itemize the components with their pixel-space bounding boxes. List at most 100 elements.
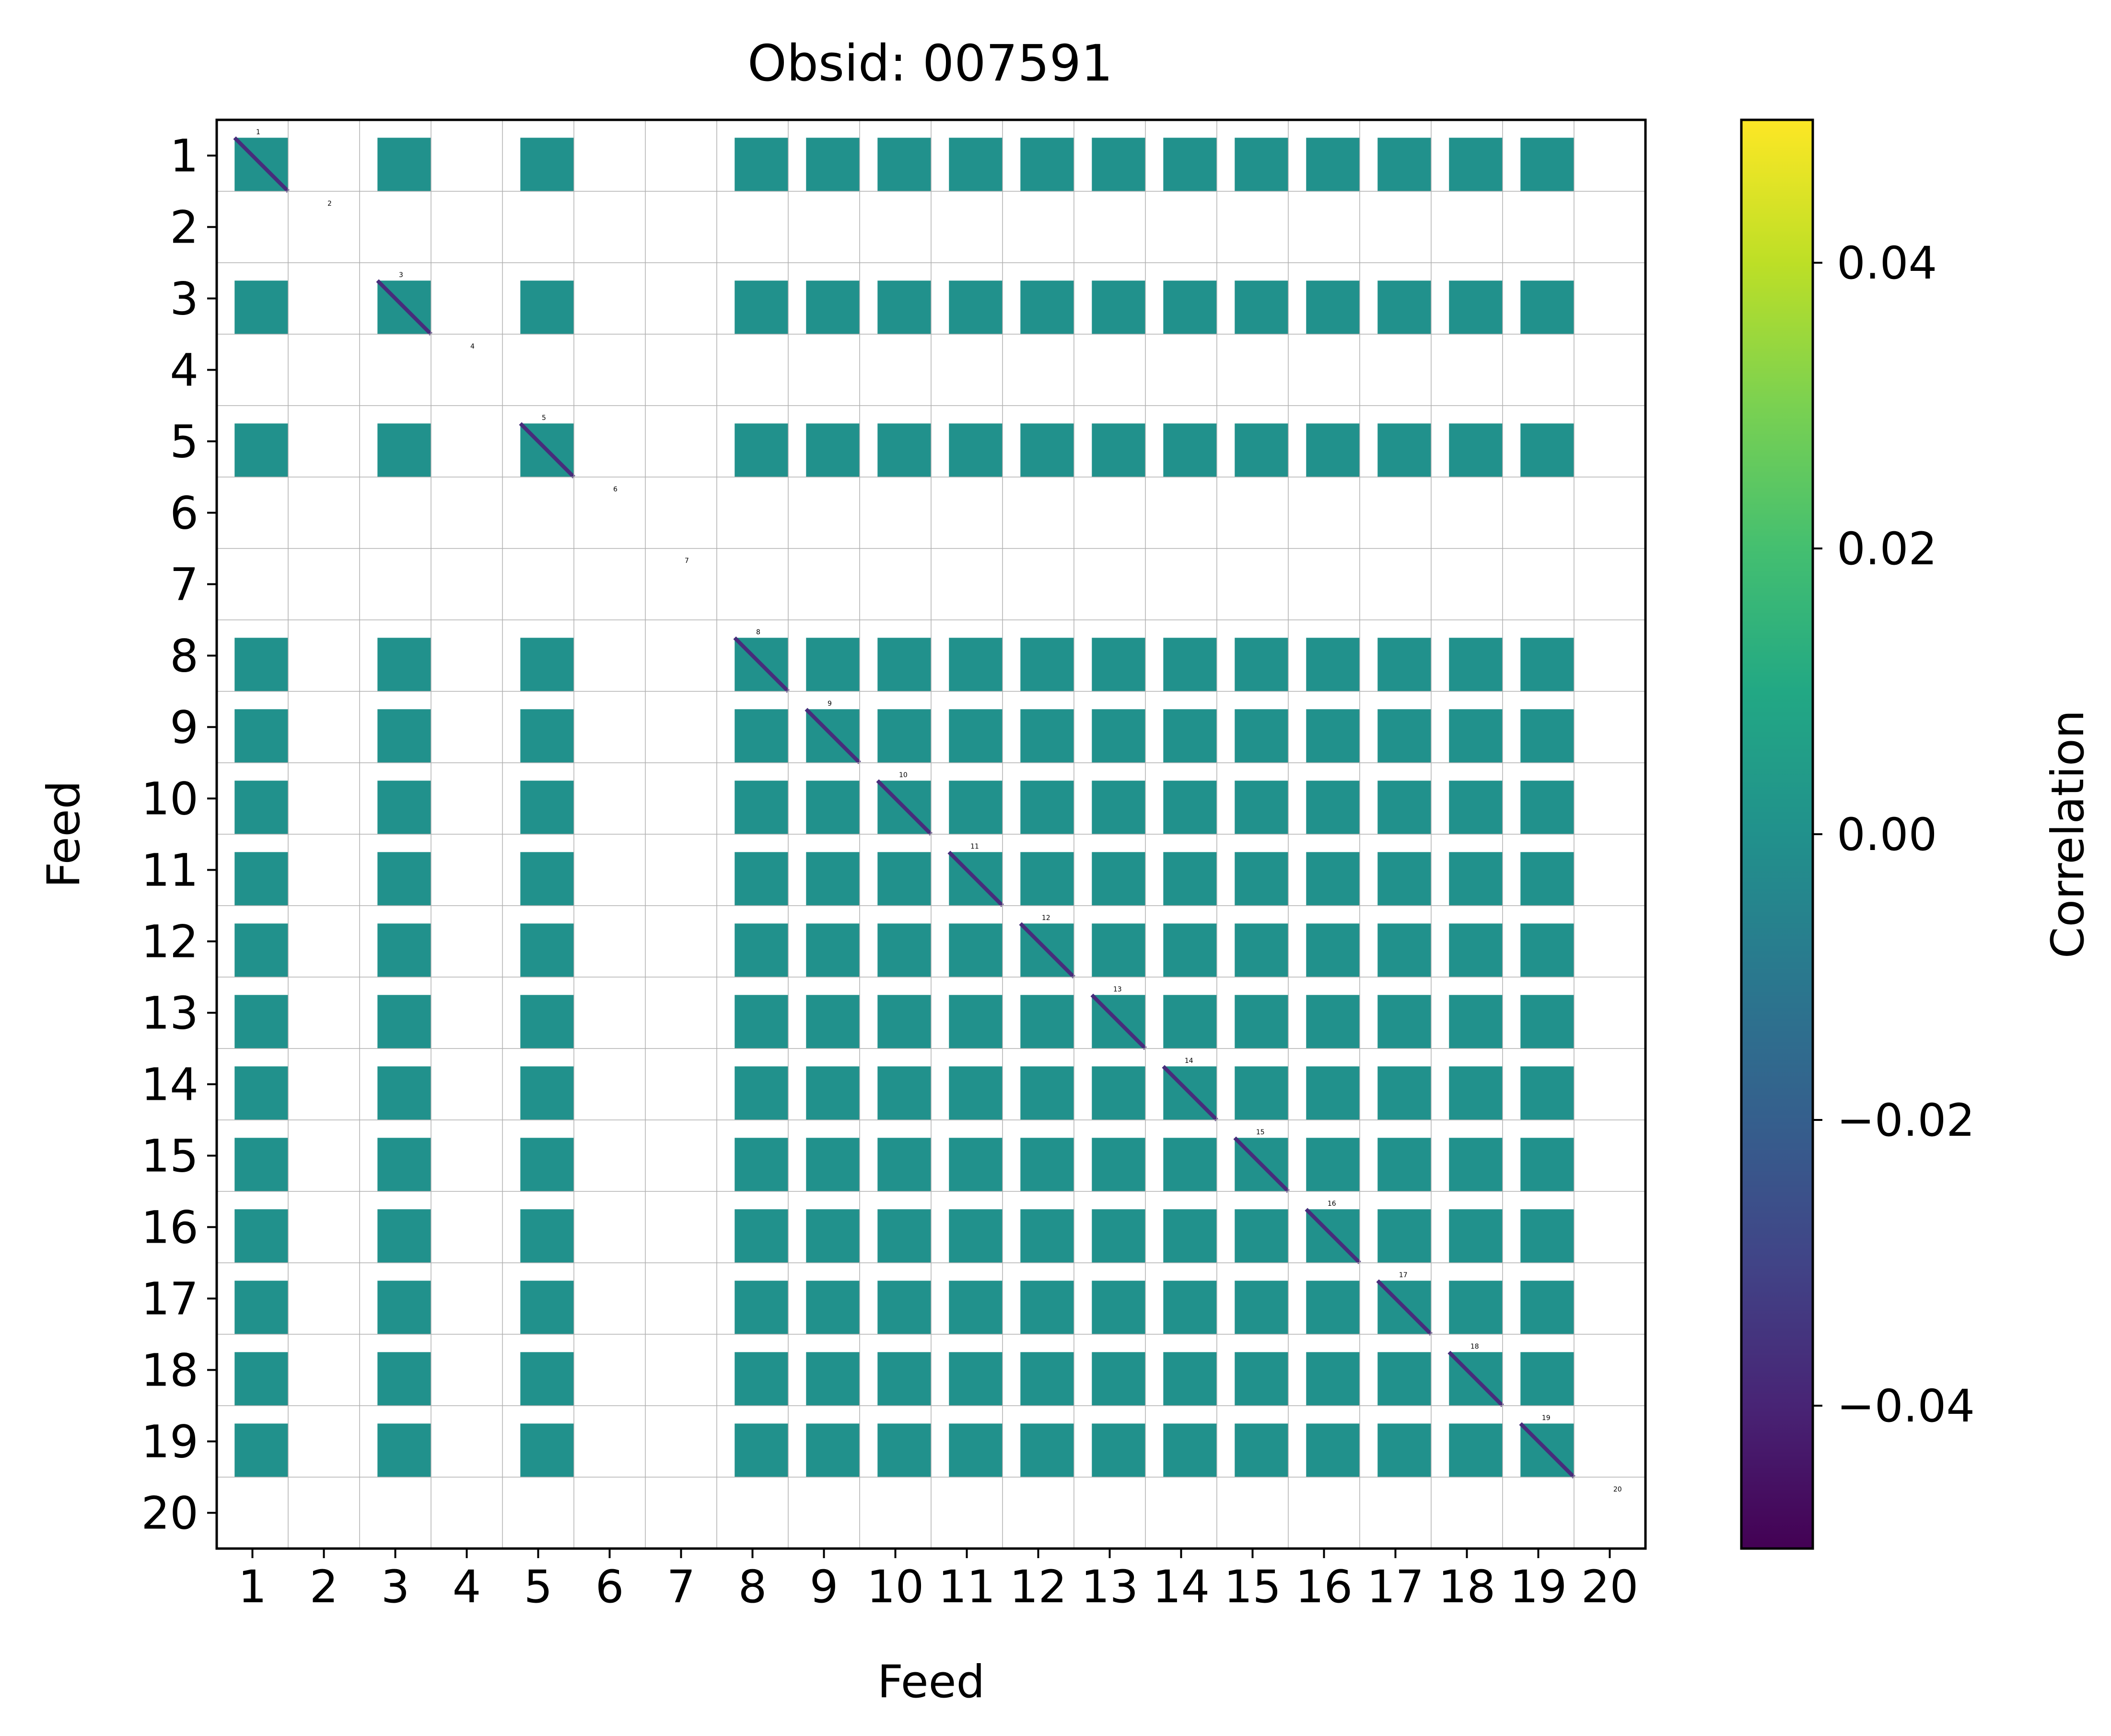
- heatmap-cell: [1020, 638, 1074, 692]
- feed-annotation: 2: [327, 200, 332, 208]
- heatmap-cell: [877, 280, 932, 335]
- heatmap-cell: [1163, 1352, 1217, 1406]
- heatmap-cell: [1306, 923, 1360, 978]
- heatmap-cell: [877, 1066, 932, 1120]
- x-tick-label: 14: [1153, 1561, 1210, 1613]
- x-tick-label: 9: [810, 1561, 839, 1613]
- heatmap-cell: [1377, 638, 1432, 692]
- heatmap-cell: [234, 923, 289, 978]
- heatmap-cell: [1306, 852, 1360, 906]
- heatmap-cell: [234, 781, 289, 835]
- heatmap-cell: [1377, 852, 1432, 906]
- heatmap-cell: [806, 1138, 860, 1192]
- heatmap-cell: [1449, 638, 1503, 692]
- heatmap-cell: [520, 1352, 574, 1406]
- heatmap-cell: [1163, 852, 1217, 906]
- feed-annotation: 8: [756, 629, 760, 636]
- heatmap-cell: [806, 923, 860, 978]
- y-tick-label: 4: [170, 345, 198, 397]
- heatmap-cell: [377, 638, 432, 692]
- y-tick-label: 19: [141, 1416, 198, 1468]
- heatmap-cell: [520, 138, 574, 192]
- y-tick-label: 20: [141, 1488, 198, 1540]
- x-tick-label: 2: [310, 1561, 338, 1613]
- heatmap-cell: [1449, 423, 1503, 478]
- colorbar-ticks: 0.04 0.02 0.00 −0.02 −0.04: [1813, 237, 1975, 1433]
- heatmap-cell: [377, 852, 432, 906]
- heatmap-cell: [735, 852, 789, 906]
- y-tick-label: 16: [141, 1202, 198, 1254]
- heatmap-cell: [377, 995, 432, 1049]
- diagonal-segment: [519, 422, 575, 478]
- diagonal-segment: [1305, 1208, 1361, 1264]
- heatmap-cell: [1449, 1138, 1503, 1192]
- feed-annotation: 12: [1042, 914, 1050, 922]
- colorbar-label: Correlation: [2042, 710, 2094, 958]
- heatmap-cell: [1235, 852, 1289, 906]
- colorbar: 0.04 0.02 0.00 −0.02 −0.04 Correlation: [1740, 118, 2094, 1550]
- heatmap-cell: [1092, 138, 1146, 192]
- heatmap-cell: [1306, 781, 1360, 835]
- heatmap-cell: [1520, 709, 1575, 763]
- heatmap-cell: [735, 1352, 789, 1406]
- heatmap-cell: [520, 1066, 574, 1120]
- heatmap-cell: [234, 1352, 289, 1406]
- heatmap-cell: [1092, 709, 1146, 763]
- heatmap-cell: [949, 423, 1003, 478]
- heatmap-cell: [877, 423, 932, 478]
- y-tick-label: 13: [141, 988, 198, 1040]
- heatmap-cell: [1163, 1281, 1217, 1335]
- heatmap-cell: [1449, 995, 1503, 1049]
- heatmap-cell: [234, 1066, 289, 1120]
- x-tick-label: 15: [1224, 1561, 1282, 1613]
- heatmap-cell: [806, 1281, 860, 1335]
- heatmap-cell: [377, 1281, 432, 1335]
- heatmap-cell: [234, 995, 289, 1049]
- heatmap-cell: [234, 423, 289, 478]
- heatmap-cell: [1235, 1066, 1289, 1120]
- heatmap-cell: [1235, 1281, 1289, 1335]
- heatmap-cell: [1020, 280, 1074, 335]
- heatmap-cell: [377, 1209, 432, 1263]
- heatmap-cell: [1377, 1423, 1432, 1478]
- heatmap-cell: [1163, 138, 1217, 192]
- heatmap-cell: [949, 1209, 1003, 1263]
- heatmap-cell: [1306, 638, 1360, 692]
- heatmap-cell: [877, 709, 932, 763]
- heatmap-cell: [1163, 280, 1217, 335]
- heatmap-cell: [877, 138, 932, 192]
- heatmap-cell: [234, 280, 289, 335]
- heatmap-cell: [949, 138, 1003, 192]
- heatmap-cell: [520, 781, 574, 835]
- heatmap-cell: [877, 1209, 932, 1263]
- heatmap-cell: [1520, 423, 1575, 478]
- y-tick-label: 17: [141, 1273, 198, 1326]
- heatmap-cell: [1020, 1209, 1074, 1263]
- heatmap-cell: [949, 781, 1003, 835]
- heatmap-cell: [234, 1423, 289, 1478]
- feed-annotation: 13: [1113, 986, 1122, 993]
- heatmap-cell: [735, 1066, 789, 1120]
- heatmap-cell: [234, 1138, 289, 1192]
- heatmap-cell: [1020, 781, 1074, 835]
- heatmap-cell: [1520, 781, 1575, 835]
- x-tick-label: 1: [238, 1561, 267, 1613]
- heatmap-cell: [877, 852, 932, 906]
- colorbar-tick-label: −0.02: [1837, 1095, 1975, 1147]
- heatmap-cell: [1020, 1066, 1074, 1120]
- heatmap-cell: [806, 995, 860, 1049]
- heatmap-cell: [1020, 1281, 1074, 1335]
- x-tick-label: 20: [1581, 1561, 1639, 1613]
- heatmap-cell: [1235, 995, 1289, 1049]
- heatmap-cell: [234, 1281, 289, 1335]
- heatmap-cell: [877, 1423, 932, 1478]
- heatmap-cell: [949, 1066, 1003, 1120]
- heatmap-cell: [520, 709, 574, 763]
- heatmap-cell: [1092, 1423, 1146, 1478]
- heatmap-cell: [735, 1138, 789, 1192]
- heatmap-cell: [1092, 1352, 1146, 1406]
- heatmap-cell: [1449, 852, 1503, 906]
- heatmap-cell: [949, 923, 1003, 978]
- heatmap-cell: [949, 1423, 1003, 1478]
- heatmap-cell: [806, 138, 860, 192]
